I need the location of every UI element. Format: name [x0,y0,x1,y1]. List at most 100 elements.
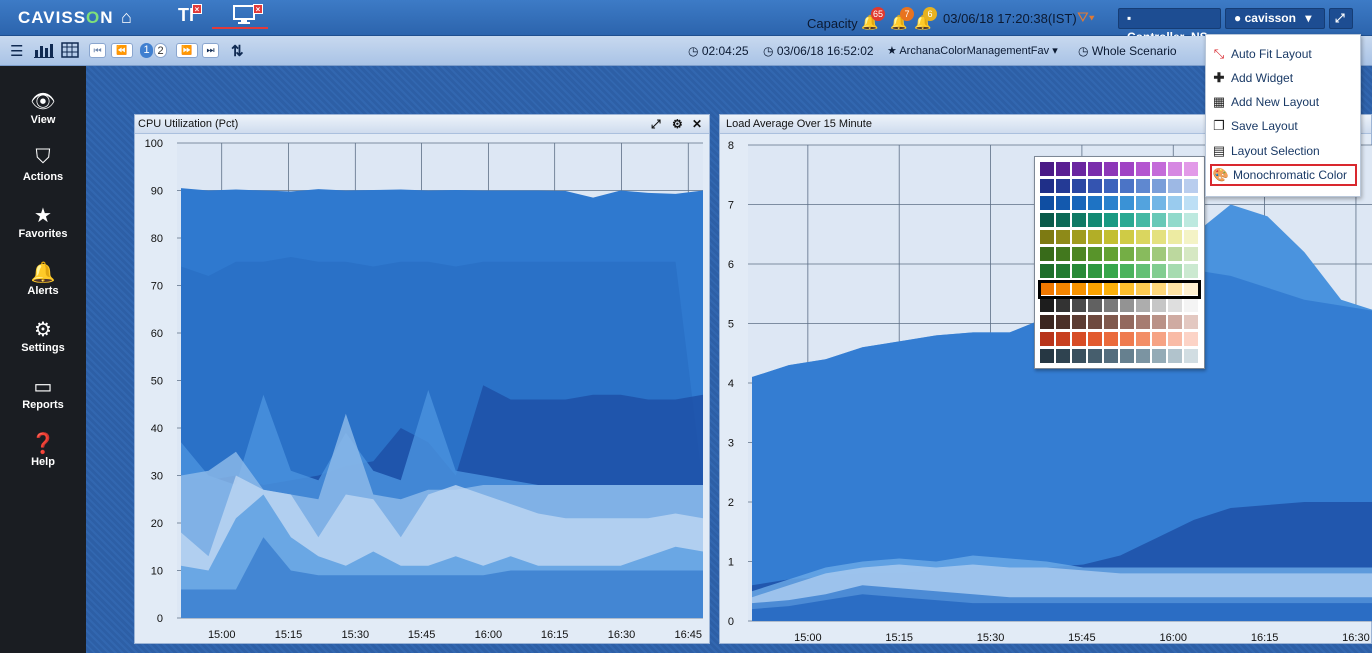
palette-swatch[interactable] [1151,161,1167,177]
palette-swatch[interactable] [1039,161,1055,177]
palette-swatch[interactable] [1135,212,1151,228]
palette-swatch[interactable] [1151,263,1167,279]
last-page-button[interactable]: ⏭ [202,43,219,58]
palette-swatch[interactable] [1151,195,1167,211]
sidebar-item-help[interactable]: ❓ Help [0,422,86,479]
palette-swatch[interactable] [1055,314,1071,330]
palette-swatch[interactable] [1103,212,1119,228]
palette-swatch[interactable] [1055,263,1071,279]
palette-swatch[interactable] [1167,348,1183,364]
palette-swatch[interactable] [1103,161,1119,177]
palette-swatch[interactable] [1087,212,1103,228]
palette-swatch[interactable] [1119,263,1135,279]
palette-swatch[interactable] [1183,212,1199,228]
palette-swatch[interactable] [1119,212,1135,228]
palette-swatch[interactable] [1055,297,1071,313]
widget-header[interactable]: CPU Utilization (Pct) ⤢ ⚙ ✕ [135,115,709,134]
palette-swatch[interactable] [1183,331,1199,347]
palette-swatch[interactable] [1135,178,1151,194]
bar-chart-icon[interactable] [34,42,54,62]
scenario-selector[interactable]: ◷ Whole Scenario [1078,44,1177,58]
cpu-utilization-widget[interactable]: CPU Utilization (Pct) ⤢ ⚙ ✕ 0 10 20 30 40 50 6… [134,114,710,644]
palette-swatch[interactable] [1167,314,1183,330]
palette-swatch[interactable] [1103,297,1119,313]
palette-swatch[interactable] [1135,263,1151,279]
palette-swatch[interactable] [1039,195,1055,211]
palette-swatch[interactable] [1135,297,1151,313]
palette-swatch[interactable] [1039,297,1055,313]
sidebar-item-alerts[interactable]: 🔔 Alerts [0,251,86,308]
palette-swatch[interactable] [1055,195,1071,211]
palette-swatch[interactable] [1167,229,1183,245]
sidebar-item-settings[interactable]: ⚙ Settings [0,308,86,365]
palette-swatch[interactable] [1167,331,1183,347]
palette-swatch[interactable] [1071,348,1087,364]
palette-swatch[interactable] [1119,161,1135,177]
palette-swatch[interactable] [1039,314,1055,330]
palette-swatch[interactable] [1167,178,1183,194]
palette-swatch[interactable] [1151,297,1167,313]
palette-swatch[interactable] [1103,178,1119,194]
palette-swatch[interactable] [1039,331,1055,347]
palette-swatch[interactable] [1087,161,1103,177]
sidebar-item-view[interactable]: 👁 View [0,80,86,137]
palette-swatch[interactable] [1167,297,1183,313]
palette-swatch[interactable] [1103,314,1119,330]
page-2-button[interactable]: 2 [154,43,167,58]
palette-swatch[interactable] [1087,263,1103,279]
close-icon[interactable]: × [192,4,202,14]
palette-swatch[interactable] [1151,178,1167,194]
menu-item-save-layout[interactable]: ❐ Save Layout [1210,115,1357,137]
palette-swatch[interactable] [1183,263,1199,279]
palette-swatch[interactable] [1183,229,1199,245]
palette-swatch[interactable] [1167,161,1183,177]
palette-swatch[interactable] [1055,331,1071,347]
palette-swatch[interactable] [1071,178,1087,194]
palette-swatch[interactable] [1135,246,1151,262]
palette-swatch[interactable] [1055,348,1071,364]
palette-swatch[interactable] [1071,246,1087,262]
series-area[interactable] [752,594,1372,621]
palette-swatch[interactable] [1135,195,1151,211]
load-average-widget[interactable]: Load Average Over 15 Minute 0 1 2 3 4 5 6 7 8 15:… [719,114,1372,644]
palette-swatch[interactable] [1071,314,1087,330]
palette-swatch[interactable] [1087,297,1103,313]
palette-swatch[interactable] [1103,195,1119,211]
palette-swatch[interactable] [1071,195,1087,211]
close-icon[interactable]: ✕ [692,117,703,131]
palette-swatch[interactable] [1151,229,1167,245]
palette-swatch[interactable] [1167,212,1183,228]
palette-swatch[interactable] [1039,212,1055,228]
page-1-button[interactable]: 1 [140,43,153,58]
palette-swatch[interactable] [1183,348,1199,364]
palette-swatch[interactable] [1119,195,1135,211]
palette-swatch[interactable] [1071,212,1087,228]
palette-swatch[interactable] [1071,263,1087,279]
palette-swatch[interactable] [1055,161,1071,177]
palette-swatch[interactable] [1151,212,1167,228]
palette-swatch[interactable] [1151,314,1167,330]
palette-swatch[interactable] [1119,331,1135,347]
palette-swatch[interactable] [1151,246,1167,262]
palette-swatch[interactable] [1039,348,1055,364]
menu-item-add-new-layout[interactable]: ▦ Add New Layout [1210,91,1357,113]
monitor-tab-icon[interactable]: × [233,4,263,29]
palette-swatch[interactable] [1119,246,1135,262]
palette-swatch[interactable] [1055,212,1071,228]
palette-swatch[interactable] [1071,161,1087,177]
palette-swatch[interactable] [1135,314,1151,330]
palette-swatch[interactable] [1071,229,1087,245]
palette-swatch[interactable] [1183,246,1199,262]
palette-swatch[interactable] [1087,178,1103,194]
sidebar-item-reports[interactable]: ▭ Reports [0,365,86,422]
home-icon[interactable]: ⌂ [121,7,132,27]
text-tab-icon[interactable]: TI × [178,4,202,29]
palette-swatch[interactable] [1119,229,1135,245]
palette-swatch[interactable] [1071,331,1087,347]
palette-swatch[interactable] [1087,229,1103,245]
palette-swatch[interactable] [1103,246,1119,262]
filter-dropdown-icon[interactable]: ⛛▾ [1077,9,1095,25]
palette-swatch[interactable] [1167,246,1183,262]
palette-swatch[interactable] [1087,246,1103,262]
palette-swatch[interactable] [1135,229,1151,245]
